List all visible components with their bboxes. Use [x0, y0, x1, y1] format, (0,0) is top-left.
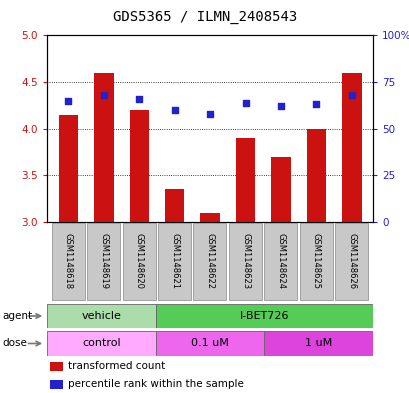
Text: GSM1148618: GSM1148618: [64, 233, 73, 289]
FancyBboxPatch shape: [228, 223, 261, 300]
Text: dose: dose: [2, 338, 27, 349]
Text: GSM1148620: GSM1148620: [135, 233, 144, 289]
FancyBboxPatch shape: [264, 223, 297, 300]
Point: [100, 92, 107, 98]
Text: agent: agent: [2, 311, 32, 321]
Bar: [129, 110, 148, 222]
Text: GSM1148626: GSM1148626: [346, 233, 355, 289]
Text: GSM1148623: GSM1148623: [240, 233, 249, 289]
Point: [207, 111, 213, 117]
Bar: [164, 189, 184, 222]
FancyBboxPatch shape: [122, 223, 155, 300]
FancyBboxPatch shape: [264, 331, 372, 356]
Text: control: control: [82, 338, 121, 349]
Point: [242, 99, 248, 106]
FancyBboxPatch shape: [299, 223, 332, 300]
Text: 0.1 uM: 0.1 uM: [191, 338, 229, 349]
Point: [348, 92, 354, 98]
Bar: [271, 157, 290, 222]
Bar: [94, 73, 113, 222]
Bar: [200, 213, 219, 222]
Text: GSM1148622: GSM1148622: [205, 233, 214, 289]
FancyBboxPatch shape: [52, 223, 85, 300]
Text: GSM1148625: GSM1148625: [311, 233, 320, 289]
FancyBboxPatch shape: [47, 304, 155, 328]
FancyBboxPatch shape: [87, 223, 120, 300]
Text: GSM1148621: GSM1148621: [170, 233, 179, 289]
Bar: [58, 115, 78, 222]
Bar: [306, 129, 326, 222]
Text: 1 uM: 1 uM: [304, 338, 332, 349]
FancyBboxPatch shape: [193, 223, 226, 300]
Bar: [50, 362, 63, 371]
FancyBboxPatch shape: [155, 331, 264, 356]
Text: vehicle: vehicle: [81, 311, 121, 321]
Bar: [50, 380, 63, 389]
Text: GSM1148624: GSM1148624: [276, 233, 285, 289]
Text: percentile rank within the sample: percentile rank within the sample: [68, 379, 244, 389]
Bar: [235, 138, 255, 222]
Text: I-BET726: I-BET726: [239, 311, 288, 321]
Bar: [341, 73, 361, 222]
Point: [171, 107, 178, 113]
Point: [277, 103, 283, 109]
FancyBboxPatch shape: [157, 223, 191, 300]
Point: [312, 101, 319, 108]
Text: GSM1148619: GSM1148619: [99, 233, 108, 289]
FancyBboxPatch shape: [47, 331, 155, 356]
Text: transformed count: transformed count: [68, 361, 165, 371]
FancyBboxPatch shape: [155, 304, 372, 328]
Point: [136, 95, 142, 102]
Text: GDS5365 / ILMN_2408543: GDS5365 / ILMN_2408543: [112, 10, 297, 24]
Point: [65, 97, 72, 104]
FancyBboxPatch shape: [335, 223, 367, 300]
